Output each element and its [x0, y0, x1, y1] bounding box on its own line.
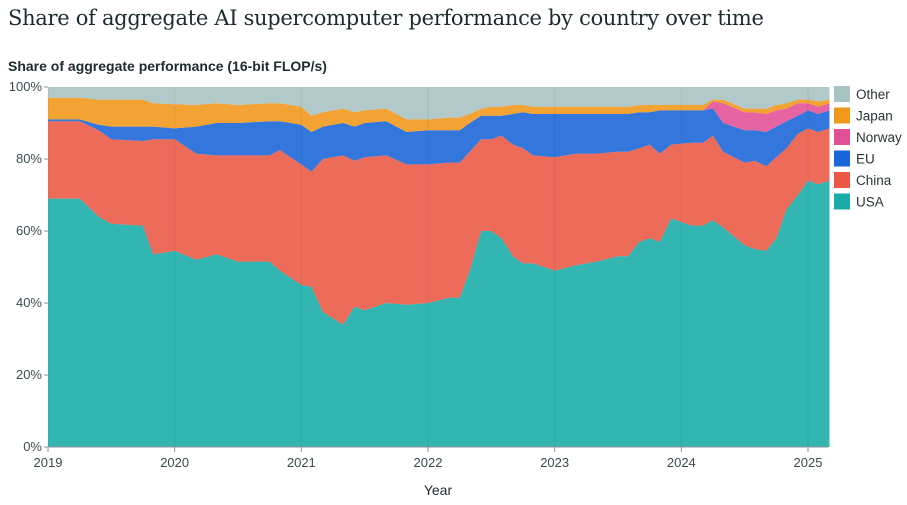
y-tick-label: 20% — [16, 367, 42, 382]
area-usa — [48, 180, 830, 447]
legend-swatch-eu — [834, 150, 850, 167]
area-china — [48, 121, 830, 325]
legend-swatch-japan — [834, 107, 850, 124]
x-tick-label: 2019 — [34, 455, 63, 470]
area-norway — [48, 101, 830, 132]
legend-swatch-china — [834, 172, 850, 188]
legend-label-china: China — [856, 173, 892, 188]
x-tick-label: 2023 — [540, 455, 569, 470]
legend-label-eu: EU — [856, 152, 875, 167]
legend-label-norway: Norway — [856, 130, 902, 145]
y-tick-label: 40% — [16, 295, 42, 310]
area-eu — [48, 108, 830, 172]
y-tick-label: 100% — [9, 79, 43, 94]
legend-swatch-norway — [834, 129, 850, 145]
area-other — [48, 87, 830, 120]
x-axis-label: Year — [424, 482, 453, 498]
x-tick-label: 2020 — [160, 455, 189, 470]
x-tick-label: 2021 — [287, 455, 316, 470]
legend-label-japan: Japan — [856, 109, 893, 124]
y-tick-label: 60% — [16, 223, 42, 238]
y-tick-label: 80% — [16, 151, 42, 166]
x-tick-label: 2022 — [414, 455, 443, 470]
area-japan — [48, 97, 830, 132]
x-tick-label: 2024 — [667, 455, 696, 470]
legend-label-usa: USA — [856, 195, 884, 210]
chart-title: Share of aggregate AI supercomputer perf… — [8, 6, 764, 30]
legend-swatch-other — [834, 86, 850, 102]
legend-label-other: Other — [856, 87, 890, 102]
y-axis-label: Share of aggregate performance (16-bit F… — [8, 58, 327, 74]
y-tick-label: 0% — [23, 439, 42, 454]
x-tick-label: 2025 — [794, 455, 823, 470]
legend-swatch-usa — [834, 193, 850, 210]
